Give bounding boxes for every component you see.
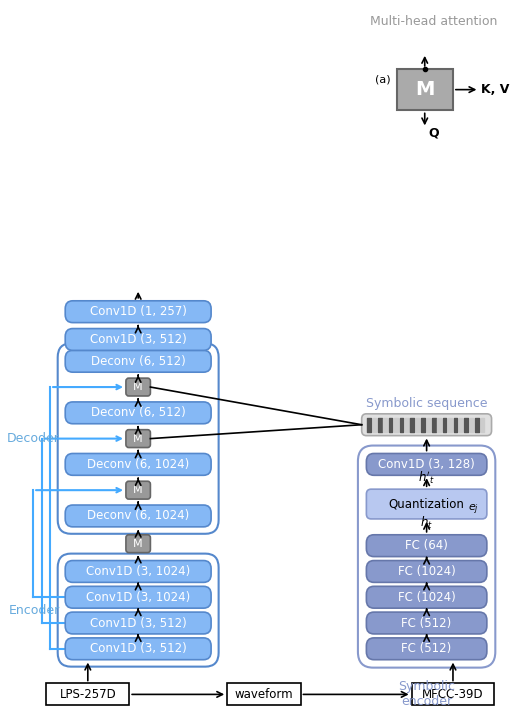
Text: M: M xyxy=(133,382,143,392)
FancyBboxPatch shape xyxy=(366,638,487,659)
FancyBboxPatch shape xyxy=(65,586,211,608)
FancyBboxPatch shape xyxy=(65,402,211,424)
Text: M: M xyxy=(133,485,143,495)
FancyBboxPatch shape xyxy=(126,430,150,448)
Text: $h_t$: $h_t$ xyxy=(420,515,433,531)
FancyBboxPatch shape xyxy=(65,612,211,634)
Text: FC (512): FC (512) xyxy=(401,642,452,655)
Text: FC (1024): FC (1024) xyxy=(398,565,455,578)
FancyBboxPatch shape xyxy=(126,481,150,499)
FancyBboxPatch shape xyxy=(366,453,487,475)
FancyBboxPatch shape xyxy=(366,612,487,634)
Bar xyxy=(397,69,453,110)
FancyBboxPatch shape xyxy=(65,561,211,582)
Text: Symbolic sequence: Symbolic sequence xyxy=(366,397,487,410)
Text: Q: Q xyxy=(429,126,439,140)
Text: Decoder: Decoder xyxy=(7,432,60,445)
Text: $e_j$: $e_j$ xyxy=(468,503,479,517)
Text: Deconv (6, 1024): Deconv (6, 1024) xyxy=(87,510,189,523)
Text: M: M xyxy=(133,434,143,444)
FancyBboxPatch shape xyxy=(65,301,211,323)
Text: Deconv (6, 512): Deconv (6, 512) xyxy=(91,354,185,368)
Bar xyxy=(47,684,129,705)
Text: Conv1D (1, 257): Conv1D (1, 257) xyxy=(90,305,187,318)
FancyBboxPatch shape xyxy=(65,453,211,475)
Bar xyxy=(411,684,494,705)
FancyBboxPatch shape xyxy=(366,489,487,519)
Text: (a): (a) xyxy=(375,74,391,84)
Text: Conv1D (3, 512): Conv1D (3, 512) xyxy=(90,333,187,346)
FancyBboxPatch shape xyxy=(65,638,211,659)
FancyBboxPatch shape xyxy=(126,535,150,553)
Text: FC (512): FC (512) xyxy=(401,616,452,629)
Text: Quantization: Quantization xyxy=(389,498,465,511)
Bar xyxy=(227,684,300,705)
Text: Conv1D (3, 512): Conv1D (3, 512) xyxy=(90,642,187,655)
FancyBboxPatch shape xyxy=(366,535,487,556)
Text: FC (1024): FC (1024) xyxy=(398,591,455,604)
Text: Conv1D (3, 128): Conv1D (3, 128) xyxy=(378,458,475,471)
Text: waveform: waveform xyxy=(235,688,293,701)
Text: LPS-257D: LPS-257D xyxy=(59,688,116,701)
Text: FC (64): FC (64) xyxy=(405,539,448,552)
FancyBboxPatch shape xyxy=(65,329,211,350)
Text: Encoder: Encoder xyxy=(8,604,60,616)
Text: Symbolic
encoder: Symbolic encoder xyxy=(398,679,455,707)
Text: Conv1D (3, 512): Conv1D (3, 512) xyxy=(90,616,187,629)
Text: M: M xyxy=(415,80,434,99)
Text: Conv1D (3, 1024): Conv1D (3, 1024) xyxy=(86,591,190,604)
Text: Deconv (6, 1024): Deconv (6, 1024) xyxy=(87,458,189,471)
Text: Conv1D (3, 1024): Conv1D (3, 1024) xyxy=(86,565,190,578)
FancyBboxPatch shape xyxy=(366,586,487,608)
FancyBboxPatch shape xyxy=(126,378,150,396)
Text: Deconv (6, 512): Deconv (6, 512) xyxy=(91,407,185,420)
Text: Multi-head attention: Multi-head attention xyxy=(370,15,498,28)
Text: K, V: K, V xyxy=(481,83,509,96)
FancyBboxPatch shape xyxy=(65,505,211,527)
Text: $h'_t$: $h'_t$ xyxy=(418,469,435,485)
FancyBboxPatch shape xyxy=(362,414,492,435)
Text: M: M xyxy=(133,538,143,548)
Text: MFCC-39D: MFCC-39D xyxy=(422,688,484,701)
FancyBboxPatch shape xyxy=(65,350,211,372)
FancyBboxPatch shape xyxy=(366,561,487,582)
